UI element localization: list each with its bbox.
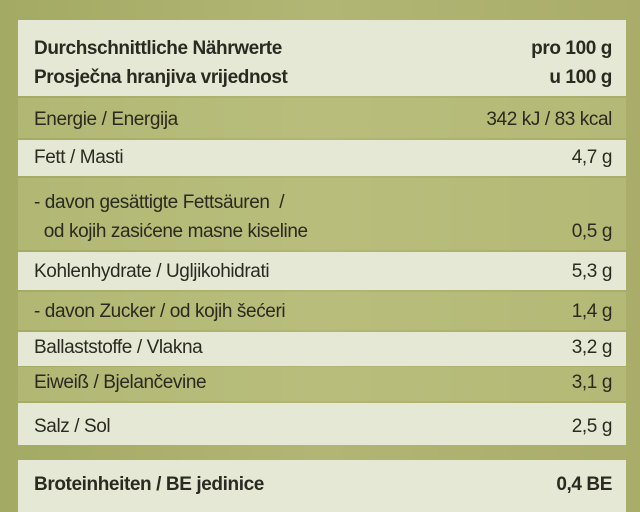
nutrient-value: 3,1 g [571,372,613,393]
nutrient-name: - davon Zucker / od kojih šećeri [34,301,286,322]
footer-value: 0,4 BE [556,473,612,495]
nutrient-value: 5,3 g [571,261,613,282]
nutrient-row: Ballaststoffe / Vlakna 3,2 g [18,332,626,366]
nutrient-value: 342 kJ / 83 kcal [486,109,612,130]
nutrient-row: Fett / Masti 4,7 g [18,140,626,176]
nutrient-label: - davon gesättigte Fettsäuren / od kojih… [34,188,308,246]
column-title: u 100 g [549,67,612,88]
nutrient-row: - davon Zucker / od kojih šećeri 1,4 g [18,292,626,330]
nutrient-label: Eiweiß / Bjelančevine [34,368,207,397]
column-title: pro 100 g [531,38,612,59]
nutrient-name: Eiweiß / Bjelančevine [34,372,207,393]
footer-label: Broteinheiten / BE jedinice [34,470,264,499]
nutrient-name: Kohlenhydrate / Ugljikohidrati [34,261,270,282]
nutrient-label: Salz / Sol [34,412,111,441]
nutrient-row: - davon gesättigte Fettsäuren / od kojih… [18,178,626,250]
footer-name: Broteinheiten / BE jedinice [34,473,264,495]
nutrient-row: Energie / Energija 342 kJ / 83 kcal [18,98,626,138]
header-title: Prosječna hranjiva vrijednost [34,67,288,88]
nutrient-label: Fett / Masti [34,143,124,172]
header-title: Durchschnittliche Nährwerte [34,38,282,59]
nutrient-name: Ballaststoffe / Vlakna [34,337,203,358]
nutrient-row: Kohlenhydrate / Ugljikohidrati 5,3 g [18,252,626,290]
table-header: Durchschnittliche Nährwerte Prosječna hra… [18,20,626,96]
nutrient-value: 4,7 g [571,147,613,168]
nutrient-name: Energie / Energija [34,109,178,130]
nutrient-label: Kohlenhydrate / Ugljikohidrati [34,257,270,286]
nutrient-value: 2,5 g [571,416,613,437]
nutrient-label: Ballaststoffe / Vlakna [34,333,203,362]
nutrient-name: od kojih zasićene masne kiseline [34,221,308,242]
nutrient-label: - davon Zucker / od kojih šećeri [34,297,286,326]
nutrient-name: Salz / Sol [34,416,111,437]
nutrient-name: - davon gesättigte Fettsäuren / [34,192,285,213]
nutrient-value: 0,5 g [571,221,613,242]
nutrient-label: Energie / Energija [34,105,178,134]
nutrient-name: Fett / Masti [34,147,124,168]
footer-row: Broteinheiten / BE jedinice 0,4 BE [18,460,626,512]
header-columns: pro 100 g u 100 g [531,34,612,92]
nutrient-value: 3,2 g [571,337,613,358]
nutrient-row: Eiweiß / Bjelančevine 3,1 g [18,367,626,401]
header-titles: Durchschnittliche Nährwerte Prosječna hra… [34,34,288,92]
nutrient-row: Salz / Sol 2,5 g [18,403,626,445]
nutrient-value: 1,4 g [571,301,613,322]
